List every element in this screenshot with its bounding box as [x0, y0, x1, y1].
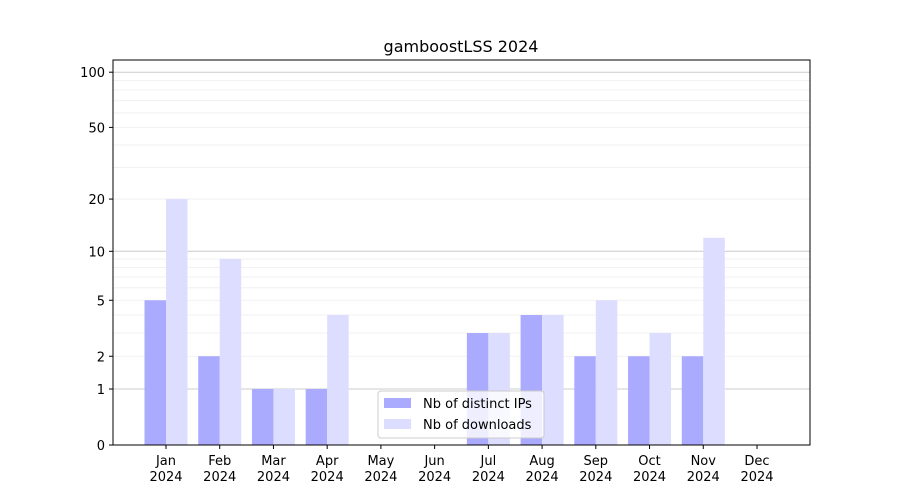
bar-ips: [198, 356, 220, 445]
x-tick-label: Dec 2024: [740, 454, 773, 485]
x-tick-label: Sep 2024: [579, 454, 612, 485]
x-tick-label: Nov 2024: [687, 454, 720, 485]
x-tick-label-line: Jun: [423, 454, 444, 469]
chart-title: gamboostLSS 2024: [384, 37, 539, 56]
x-tick-label-line: Dec: [744, 454, 769, 469]
x-tick-label-line: Jan: [155, 454, 176, 469]
x-tick-label-line: 2024: [740, 470, 773, 485]
x-tick-label-line: 2024: [579, 470, 612, 485]
bar-downloads: [703, 237, 725, 445]
bar-ips: [628, 356, 650, 445]
x-tick-label: Feb 2024: [203, 454, 236, 485]
x-tick-label-line: 2024: [633, 470, 666, 485]
x-tick-label-line: 2024: [311, 470, 344, 485]
legend-swatch: [384, 398, 411, 408]
x-tick-label: Oct 2024: [633, 454, 666, 485]
x-tick-label-line: Apr: [316, 454, 339, 469]
bar-downloads: [649, 333, 672, 445]
x-tick-label-line: 2024: [149, 470, 182, 485]
bar-ips: [574, 356, 596, 445]
x-tick-label-line: 2024: [418, 470, 451, 485]
x-tick-label: May 2024: [364, 454, 397, 485]
x-tick-label: Jan 2024: [149, 454, 182, 485]
x-tick-label-line: Jul: [480, 454, 497, 469]
x-tick-label-line: 2024: [257, 470, 290, 485]
bar-ips: [305, 389, 328, 445]
x-tick-label-line: May: [367, 454, 394, 469]
bar-downloads: [219, 259, 242, 445]
x-tick-label: Jun 2024: [418, 454, 451, 485]
y-tick-label: 50: [88, 121, 105, 136]
x-tick-label-line: Mar: [261, 454, 286, 469]
x-tick-label-line: Aug: [529, 454, 554, 469]
bar-ips: [251, 389, 274, 445]
y-tick-label: 20: [88, 193, 105, 208]
x-tick-label-line: Oct: [638, 454, 660, 469]
y-tick-label: 10: [88, 245, 105, 260]
x-tick-label-line: Nov: [691, 454, 717, 469]
y-tick-label: 0: [97, 439, 105, 454]
bar-ips: [681, 356, 704, 445]
bar-downloads: [273, 389, 295, 445]
x-tick-label-line: 2024: [364, 470, 397, 485]
x-tick-label-line: 2024: [526, 470, 559, 485]
x-tick-label: Mar 2024: [257, 454, 290, 485]
y-tick-label: 100: [80, 66, 105, 81]
x-tick-label: Jul 2024: [472, 454, 505, 485]
legend-label: Nb of downloads: [423, 418, 532, 433]
y-tick-label: 2: [97, 350, 105, 365]
x-tick-label-line: 2024: [687, 470, 720, 485]
legend-label: Nb of distinct IPs: [423, 397, 532, 412]
bar-downloads: [166, 199, 188, 445]
y-tick-label: 5: [97, 294, 105, 309]
y-tick-label: 1: [97, 383, 105, 398]
x-tick-label: Aug 2024: [526, 454, 559, 485]
legend-box: [377, 390, 545, 439]
x-tick-label-line: 2024: [203, 470, 236, 485]
x-tick-label: Apr 2024: [311, 454, 344, 485]
bar-downloads: [542, 314, 564, 445]
x-tick-label-line: Sep: [584, 454, 609, 469]
plot-frame: [112, 59, 811, 446]
x-tick-label-line: Feb: [208, 454, 231, 469]
bar-downloads: [327, 314, 349, 445]
legend-swatch: [384, 419, 411, 429]
x-tick-label-line: 2024: [472, 470, 505, 485]
bar-ips: [144, 300, 166, 445]
bar-downloads: [595, 300, 618, 445]
